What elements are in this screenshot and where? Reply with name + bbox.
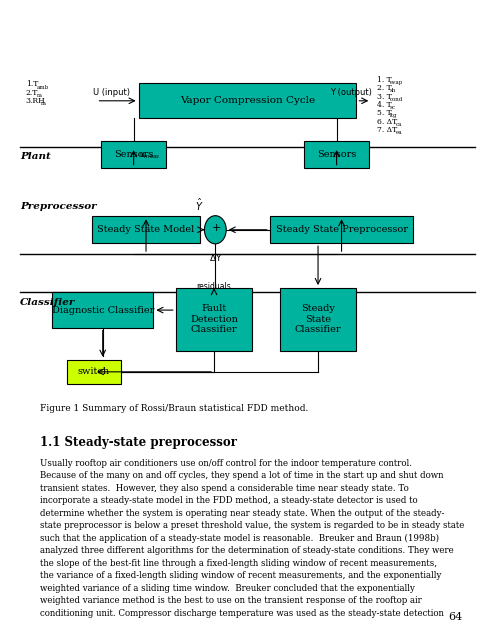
Text: u$_{meas}$: u$_{meas}$ — [139, 150, 160, 161]
Text: Sensors: Sensors — [317, 150, 356, 159]
Text: Steady State Model: Steady State Model — [98, 225, 195, 234]
Text: Y (output): Y (output) — [331, 88, 372, 97]
Text: ca: ca — [396, 122, 402, 127]
Text: Steady State Preprocessor: Steady State Preprocessor — [276, 225, 407, 234]
Text: incorporate a steady-state model in the FDD method, a steady-state detector is u: incorporate a steady-state model in the … — [40, 497, 417, 506]
Text: 2. T: 2. T — [377, 84, 392, 92]
Text: Figure 1 Summary of Rossi/Braun statistical FDD method.: Figure 1 Summary of Rossi/Braun statisti… — [40, 404, 308, 413]
FancyBboxPatch shape — [270, 216, 413, 243]
Text: 1.T: 1.T — [26, 81, 38, 88]
Text: the variance of a fixed-length sliding window of recent measurements, and the ex: the variance of a fixed-length sliding w… — [40, 572, 441, 580]
Text: 4. T: 4. T — [377, 101, 392, 109]
Text: Diagnostic Classifier: Diagnostic Classifier — [51, 305, 154, 315]
Text: Sensors: Sensors — [114, 150, 153, 159]
Text: weighted variance of a sliding time window.  Breuker concluded that the exponent: weighted variance of a sliding time wind… — [40, 584, 414, 593]
Text: Vapor Compression Cycle: Vapor Compression Cycle — [180, 96, 315, 106]
Text: 3. T: 3. T — [377, 93, 392, 100]
Text: 1.1 Steady-state preprocessor: 1.1 Steady-state preprocessor — [40, 436, 237, 449]
Text: ra: ra — [37, 93, 43, 98]
Text: amb: amb — [37, 84, 49, 90]
Text: 1. T: 1. T — [377, 76, 392, 84]
Text: 3.RH: 3.RH — [26, 97, 46, 105]
Circle shape — [204, 216, 226, 244]
Text: the slope of the best-fit line through a fixed-length sliding window of recent m: the slope of the best-fit line through a… — [40, 559, 437, 568]
Text: ra: ra — [41, 101, 47, 106]
FancyBboxPatch shape — [67, 360, 121, 384]
Text: Plant: Plant — [20, 152, 50, 161]
Text: evap: evap — [390, 80, 403, 85]
FancyBboxPatch shape — [176, 288, 252, 351]
Text: +: + — [212, 223, 221, 234]
Text: sh: sh — [390, 88, 396, 93]
Text: conditioning unit. Compressor discharge temperature was used as the steady-state: conditioning unit. Compressor discharge … — [40, 609, 444, 618]
Text: $\hat{Y}$: $\hat{Y}$ — [195, 197, 204, 213]
Text: Steady
State
Classifier: Steady State Classifier — [295, 305, 342, 334]
Text: analyzed three different algorithms for the determination of steady-state condit: analyzed three different algorithms for … — [40, 547, 453, 556]
FancyBboxPatch shape — [101, 141, 166, 168]
Text: transient states.  However, they also spend a considerable time near steady stat: transient states. However, they also spe… — [40, 484, 408, 493]
Text: Because of the many on and off cycles, they spend a lot of time in the start up : Because of the many on and off cycles, t… — [40, 471, 443, 481]
Text: residuals: residuals — [197, 282, 232, 291]
Text: cond: cond — [390, 97, 403, 102]
Text: Usually rooftop air conditioners use on/off control for the indoor temperature c: Usually rooftop air conditioners use on/… — [40, 459, 412, 468]
Text: Fault
Detection
Classifier: Fault Detection Classifier — [190, 305, 238, 334]
Text: Preprocessor: Preprocessor — [20, 202, 97, 211]
FancyBboxPatch shape — [280, 288, 356, 351]
Text: 64: 64 — [448, 612, 462, 622]
Text: 6. ΔT: 6. ΔT — [377, 118, 397, 125]
FancyBboxPatch shape — [52, 292, 153, 328]
FancyBboxPatch shape — [304, 141, 369, 168]
Text: Classifier: Classifier — [20, 298, 75, 307]
Text: weighted variance method is the best to use on the transient response of the roo: weighted variance method is the best to … — [40, 596, 421, 605]
Text: 2.T: 2.T — [26, 89, 38, 97]
Text: U (input): U (input) — [93, 88, 130, 97]
Text: sc: sc — [390, 105, 396, 110]
FancyBboxPatch shape — [92, 216, 200, 243]
Text: switch: switch — [78, 367, 110, 376]
Text: 7. ΔT: 7. ΔT — [377, 126, 397, 134]
Text: ltg: ltg — [390, 113, 397, 118]
Text: $\Delta$Y: $\Delta$Y — [208, 252, 222, 262]
FancyBboxPatch shape — [139, 83, 356, 118]
Text: 5. T: 5. T — [377, 109, 392, 117]
Text: such that the application of a steady-state model is reasonable.  Breuker and Br: such that the application of a steady-st… — [40, 534, 439, 543]
Text: determine whether the system is operating near steady state. When the output of : determine whether the system is operatin… — [40, 509, 444, 518]
Text: state preprocessor is below a preset threshold value, the system is regarded to : state preprocessor is below a preset thr… — [40, 521, 464, 531]
Text: ea: ea — [396, 130, 402, 135]
